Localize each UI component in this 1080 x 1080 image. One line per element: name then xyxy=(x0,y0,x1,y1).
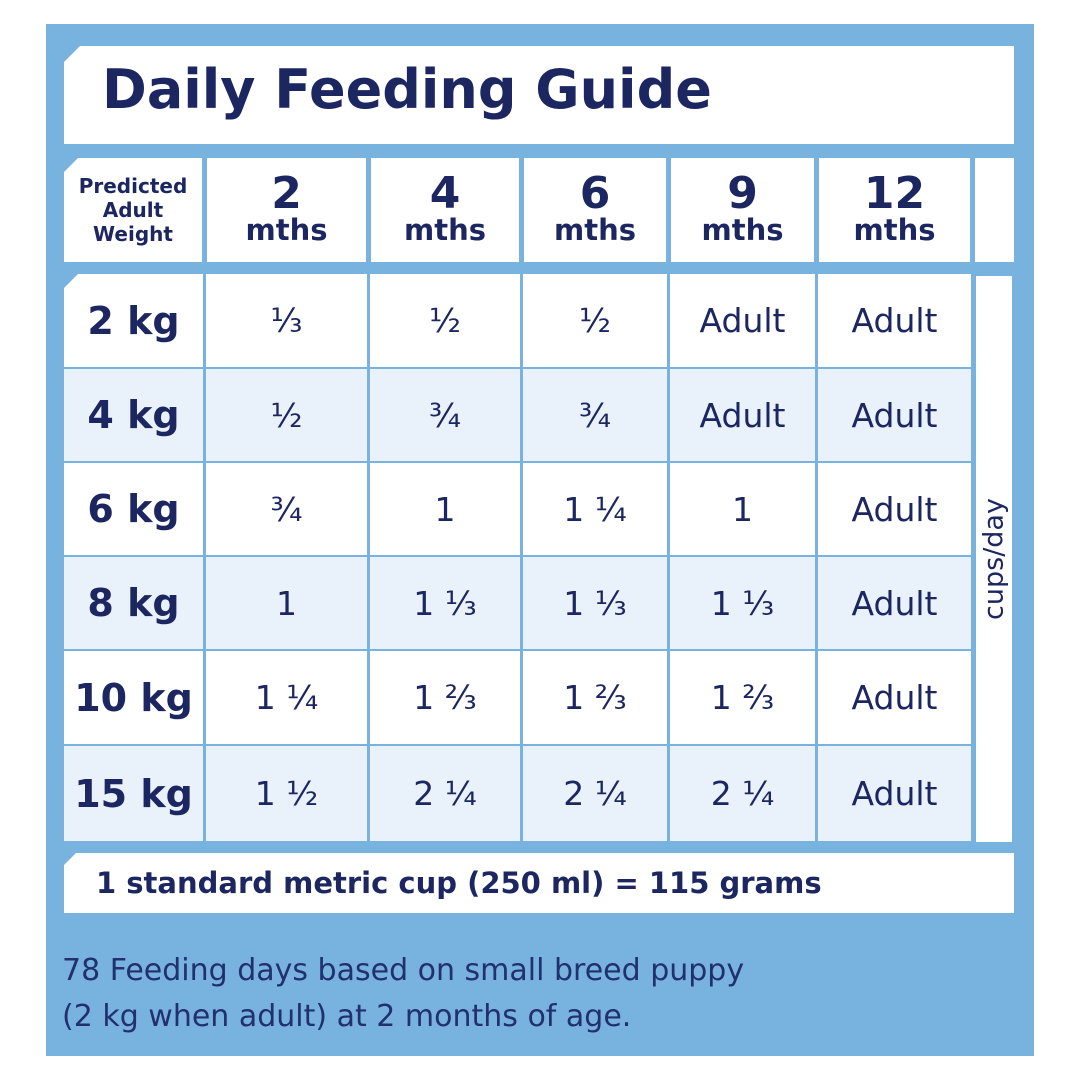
weight-cell: 4 kg xyxy=(64,369,203,461)
portion-cell: Adult xyxy=(818,557,971,649)
note-line: 78 Feeding days based on small breed pup… xyxy=(62,953,745,988)
portion-cell: ½ xyxy=(370,274,520,367)
portion-cell: 2 ¼ xyxy=(670,746,815,841)
age-number: 6 xyxy=(579,168,611,219)
age-unit: mths xyxy=(404,213,486,247)
portion-cell: Adult xyxy=(670,274,815,367)
portion-cell: 1 ⅔ xyxy=(370,651,520,744)
weight-label-line: Weight xyxy=(93,222,173,246)
portion-cell: ½ xyxy=(206,369,367,461)
portion-cell: 1 xyxy=(370,463,520,555)
portion-cell: ¾ xyxy=(370,369,520,461)
age-number: 9 xyxy=(727,168,758,219)
portion-cell: 1 ¼ xyxy=(206,651,367,744)
portion-cell: 1 ½ xyxy=(206,746,367,841)
portion-cell: 1 xyxy=(670,463,815,555)
portion-cell: 1 ⅓ xyxy=(670,557,815,649)
portion-cell: 1 xyxy=(206,557,367,649)
portion-cell: 1 ⅓ xyxy=(523,557,667,649)
header-age-9: 9 mths xyxy=(671,158,814,262)
portion-cell: Adult xyxy=(818,369,971,461)
weight-cell: 6 kg xyxy=(64,463,203,555)
age-unit: mths xyxy=(245,213,328,247)
age-unit: mths xyxy=(701,213,784,247)
age-unit: mths xyxy=(853,213,936,247)
portion-cell: 1 ⅓ xyxy=(370,557,520,649)
header-weight: Predicted Adult Weight xyxy=(64,158,202,262)
weight-cell: 8 kg xyxy=(64,557,203,649)
portion-cell: Adult xyxy=(818,463,971,555)
header-age-2: 2 mths xyxy=(207,158,366,262)
portion-cell: 2 ¼ xyxy=(370,746,520,841)
header-blank xyxy=(975,158,1014,262)
age-number: 2 xyxy=(271,168,302,219)
page-title: Daily Feeding Guide xyxy=(102,58,712,121)
portion-cell: 2 ¼ xyxy=(523,746,667,841)
portion-cell: ½ xyxy=(523,274,667,367)
header-age-6: 6 mths xyxy=(524,158,666,262)
portion-cell: 1 ¼ xyxy=(523,463,667,555)
title-box: Daily Feeding Guide xyxy=(64,46,1014,144)
weight-cell: 10 kg xyxy=(64,651,203,744)
portion-cell: 1 ⅔ xyxy=(670,651,815,744)
portion-cell: Adult xyxy=(818,746,971,841)
header-age-12: 12 mths xyxy=(819,158,970,262)
weight-label-line: Adult xyxy=(102,198,164,222)
weight-label-line: Predicted xyxy=(78,174,188,198)
portion-cell: Adult xyxy=(818,274,971,367)
header-age-4: 4 mths xyxy=(371,158,519,262)
age-number: 12 xyxy=(863,168,926,219)
portion-cell: 1 ⅔ xyxy=(523,651,667,744)
weight-cell: 15 kg xyxy=(64,746,203,841)
portion-cell: ¾ xyxy=(206,463,367,555)
cup-conversion-box: 1 standard metric cup (250 ml) = 115 gra… xyxy=(64,853,1014,913)
note-line: (2 kg when adult) at 2 months of age. xyxy=(62,999,632,1034)
portion-cell: ⅓ xyxy=(206,274,367,367)
cup-conversion: 1 standard metric cup (250 ml) = 115 gra… xyxy=(96,866,822,900)
portion-cell: Adult xyxy=(818,651,971,744)
portion-cell: Adult xyxy=(670,369,815,461)
age-unit: mths xyxy=(554,213,636,247)
portion-cell: ¾ xyxy=(523,369,667,461)
unit-label: cups/day xyxy=(978,498,1010,620)
age-number: 4 xyxy=(429,168,461,219)
unit-label-box: cups/day xyxy=(976,276,1012,842)
feeding-note: 78 Feeding days based on small breed pup… xyxy=(62,948,744,1040)
weight-cell: 2 kg xyxy=(64,274,203,367)
